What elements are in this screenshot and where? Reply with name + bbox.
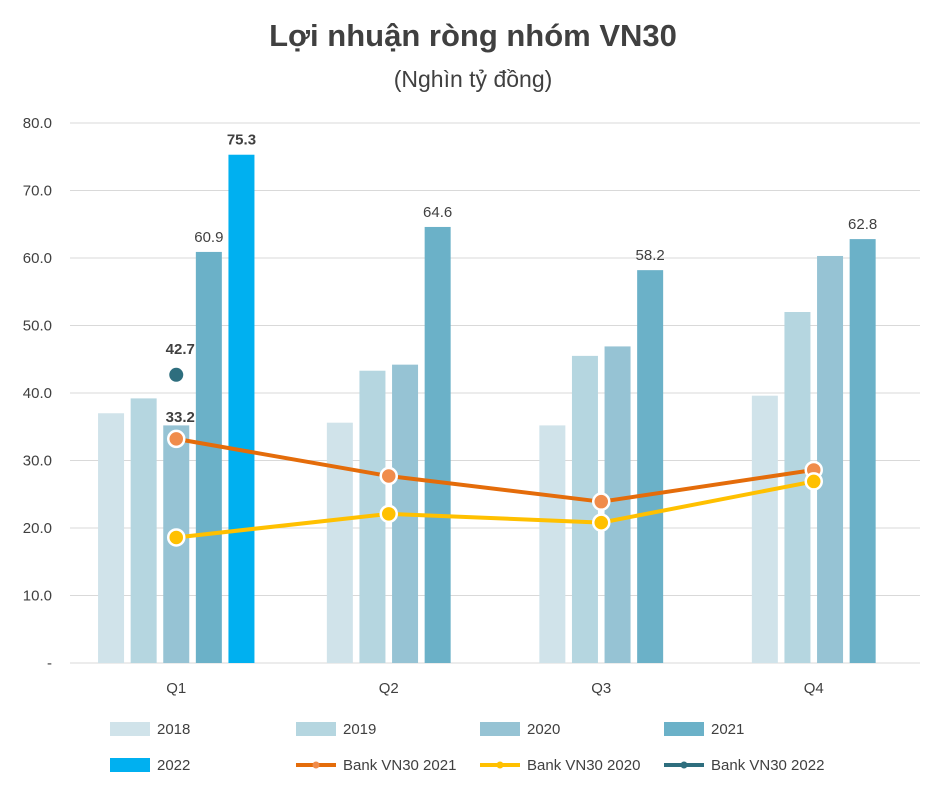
y-tick-label: 20.0 [23,520,52,537]
legend-label: 2020 [527,721,560,738]
series-point [167,429,186,449]
bar [98,413,125,663]
legend-label: Bank VN30 2021 [343,757,456,774]
series-point [379,466,398,486]
legend-label: Bank VN30 2020 [527,757,640,774]
data-label: 75.3 [227,132,256,149]
legend-label: 2022 [157,757,190,774]
series-point [167,528,186,547]
legend-label: 2019 [343,721,376,738]
data-label: 60.9 [194,229,223,246]
bar [637,270,664,663]
legend-swatch [296,722,336,736]
legend-swatch [110,758,150,772]
y-tick-label: 60.0 [23,250,52,267]
bar [228,154,255,663]
data-label: 64.6 [423,204,452,221]
y-tick-label: 70.0 [23,183,52,200]
chart-subtitle: (Nghìn tỷ đồng) [393,66,553,92]
legend-label: 2018 [157,721,190,738]
legend-marker [680,761,688,769]
bar [539,425,566,663]
series-point [592,513,611,532]
x-tick-label: Q4 [804,680,824,697]
x-tick-label: Q1 [166,680,186,697]
legend-swatch [110,722,150,736]
data-label: 58.2 [636,247,665,264]
chart-title: Lợi nhuận ròng nhóm VN30 [269,18,677,53]
legend-marker [312,761,320,769]
y-tick-label: 30.0 [23,453,52,470]
series-point [592,492,611,511]
data-label: 33.2 [166,409,195,426]
x-tick-label: Q3 [591,680,611,697]
y-tick-label: - [47,655,52,672]
bar [751,395,778,663]
bar [326,422,353,663]
bar [130,398,157,663]
series-point [804,472,823,491]
legend-label: 2021 [711,721,744,738]
legend-swatch [480,722,520,736]
bar [424,226,451,663]
series-line [175,436,815,504]
legend-swatch [664,722,704,736]
legend-marker [496,761,504,769]
y-tick-label: 40.0 [23,385,52,402]
y-tick-label: 80.0 [23,115,52,132]
bar [817,255,844,663]
bar [571,355,598,663]
series-line [176,479,815,540]
data-label: 62.8 [848,216,877,233]
series-point [169,367,184,382]
data-label: 42.7 [166,341,195,358]
legend-label: Bank VN30 2022 [711,757,824,774]
x-tick-label: Q2 [379,680,399,697]
y-tick-label: 50.0 [23,318,52,335]
y-tick-label: 10.0 [23,588,52,605]
series-point [379,504,398,524]
bar [195,251,222,664]
bar [849,239,876,663]
